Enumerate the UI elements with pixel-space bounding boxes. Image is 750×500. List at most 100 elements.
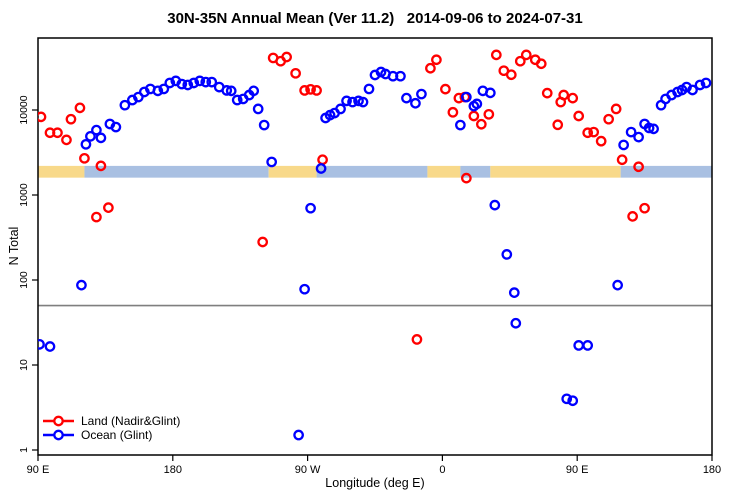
data-point-land	[520, 49, 532, 61]
data-point-land	[558, 89, 570, 101]
data-point-land	[573, 110, 585, 122]
band-segment-ocean	[460, 165, 491, 178]
data-point-ocean	[188, 77, 200, 89]
data-point-land	[52, 127, 63, 139]
data-point-ocean	[461, 91, 472, 103]
data-point-land	[639, 202, 650, 214]
data-point-land	[74, 102, 86, 114]
data-point-ocean	[95, 132, 107, 144]
data-point-land	[411, 334, 423, 345]
data-point-ocean	[110, 121, 122, 133]
data-point-land	[633, 161, 644, 173]
data-point-land	[603, 113, 615, 125]
data-point-ocean	[85, 130, 96, 142]
data-point-ocean	[38, 338, 45, 350]
data-point-land	[95, 160, 107, 172]
data-point-ocean	[694, 79, 706, 91]
data-point-ocean	[489, 199, 501, 211]
y-axis-label: N Total	[7, 226, 21, 266]
data-point-ocean	[416, 88, 427, 100]
data-point-ocean	[648, 123, 659, 135]
data-point-ocean	[567, 395, 579, 407]
band-segment-land	[268, 165, 317, 178]
data-point-land	[475, 118, 487, 130]
data-point-land	[281, 51, 292, 63]
chart-title: 30N-35N Annual Mean (Ver 11.2) 2014-09-0…	[167, 10, 583, 27]
plot-frame	[37, 37, 713, 456]
data-point-ocean	[357, 96, 369, 108]
data-point-ocean	[194, 75, 206, 87]
legend-marker	[53, 429, 64, 441]
data-point-land	[505, 69, 517, 81]
data-point-ocean	[225, 85, 237, 97]
data-point-ocean	[221, 85, 233, 96]
data-point-ocean	[133, 91, 144, 103]
data-point-ocean	[158, 83, 170, 95]
data-point-land	[38, 111, 47, 123]
data-point-ocean	[561, 393, 573, 405]
y-tick-label: 1	[18, 447, 30, 453]
y-tick-label: 10	[18, 359, 30, 371]
x-tick-label: 180	[703, 464, 721, 476]
data-point-ocean	[410, 97, 421, 109]
data-point-land	[610, 103, 622, 115]
data-point-ocean	[299, 283, 310, 295]
data-point-ocean	[258, 119, 270, 131]
y-tick-label: 100	[18, 271, 30, 289]
data-point-ocean	[618, 139, 629, 151]
data-point-ocean	[471, 98, 483, 110]
data-point-ocean	[206, 76, 218, 88]
data-point-ocean	[182, 79, 194, 91]
data-point-ocean	[347, 96, 358, 108]
data-point-ocean	[305, 202, 316, 214]
data-point-land	[541, 87, 553, 99]
data-point-ocean	[395, 70, 406, 82]
data-point-ocean	[293, 429, 304, 441]
data-point-ocean	[484, 87, 496, 99]
data-point-land	[290, 67, 301, 79]
band-segment-ocean	[316, 165, 428, 178]
data-point-land	[461, 172, 472, 184]
data-point-ocean	[119, 99, 131, 111]
data-point-land	[490, 49, 502, 61]
data-point-ocean	[91, 124, 102, 136]
band-segment-land	[490, 165, 621, 178]
data-point-land	[103, 202, 114, 213]
data-point-ocean	[200, 76, 212, 88]
data-point-ocean	[164, 77, 176, 89]
data-point-ocean	[341, 95, 352, 107]
data-point-land	[305, 83, 316, 95]
data-point-ocean	[510, 317, 522, 329]
data-point-ocean	[231, 94, 243, 106]
band-segment-land	[38, 165, 85, 178]
data-point-ocean	[501, 249, 513, 260]
data-point-land	[61, 134, 72, 146]
data-point-land	[425, 62, 436, 74]
data-point-ocean	[508, 287, 520, 298]
x-tick-label: 90 E	[566, 464, 589, 476]
data-point-ocean	[335, 103, 346, 115]
data-point-land	[552, 119, 564, 131]
data-point-land	[588, 126, 600, 138]
data-point-ocean	[248, 85, 260, 97]
data-point-ocean	[687, 84, 698, 96]
x-tick-label: 90 W	[295, 464, 321, 476]
data-point-ocean	[266, 156, 278, 168]
data-point-ocean	[176, 78, 188, 90]
data-point-land	[535, 58, 547, 70]
data-point-land	[447, 106, 459, 118]
data-point-ocean	[353, 95, 364, 107]
x-tick-label: 90 E	[27, 464, 50, 476]
y-tick-label: 10000	[18, 95, 30, 124]
legend-label: Ocean (Glint)	[81, 428, 152, 442]
data-points-group	[38, 49, 712, 441]
data-point-land	[317, 154, 328, 166]
data-point-land	[79, 152, 90, 164]
data-point-ocean	[643, 122, 655, 134]
data-point-land	[567, 92, 579, 104]
data-point-ocean	[700, 77, 712, 89]
data-point-land	[582, 127, 594, 139]
band-segment-ocean	[84, 165, 269, 178]
data-point-ocean	[76, 279, 87, 291]
data-point-ocean	[401, 92, 412, 104]
